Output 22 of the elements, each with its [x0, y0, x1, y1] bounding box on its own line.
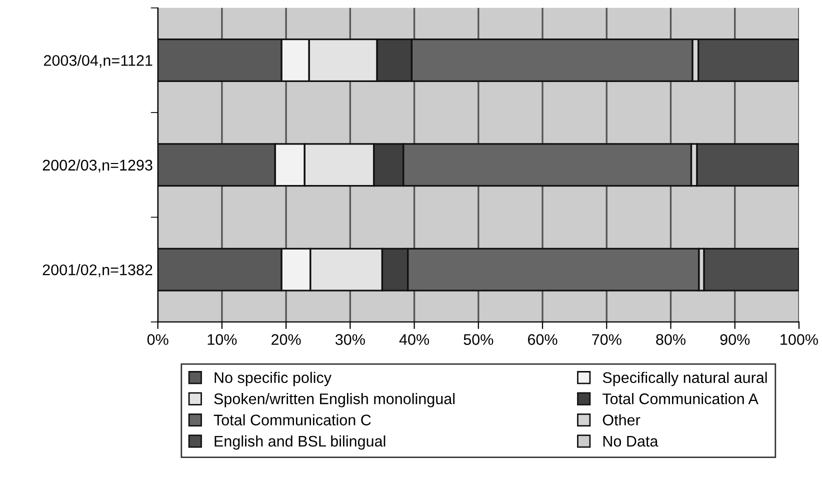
x-tick-label: 20%: [272, 334, 301, 345]
x-tick-label: 10%: [208, 334, 237, 345]
y-tick-label: 2001/02,n=1382: [42, 264, 152, 278]
x-tick-label: 40%: [399, 334, 430, 345]
x-tick-label: 90%: [720, 334, 750, 345]
y-tick-label: 2003/04,n=1121: [44, 54, 152, 68]
y-tick-label: 2002/03,n=1293: [42, 159, 152, 172]
x-tick-label: 100%: [780, 334, 818, 345]
x-tick-label: 60%: [528, 334, 558, 345]
legend-label: Specifically natural aural: [602, 372, 767, 386]
legend-label: No Data: [603, 436, 658, 447]
legend-label: Other: [602, 414, 640, 426]
x-tick-label: 70%: [592, 334, 622, 345]
x-tick-label: 80%: [656, 334, 686, 345]
legend-label: Total Communication A: [602, 393, 758, 404]
legend-label: English and BSL bilingual: [214, 435, 386, 450]
x-tick-label: 30%: [335, 334, 365, 345]
legend-label: No specific policy: [214, 372, 332, 386]
x-tick-label: 50%: [464, 334, 494, 345]
legend-label: Total Communication C: [214, 414, 371, 426]
legend-label: Spoken/written English monolingual: [214, 393, 455, 408]
x-tick-label: 0%: [147, 334, 168, 345]
